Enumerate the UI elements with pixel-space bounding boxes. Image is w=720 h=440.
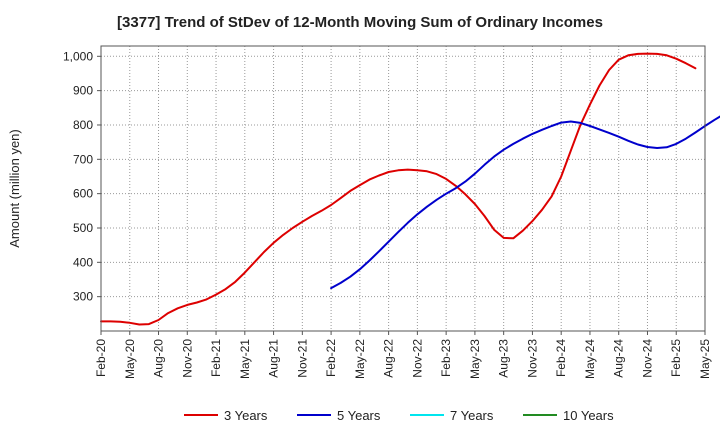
- x-tick-label: May-24: [583, 339, 597, 379]
- x-tick-label: May-25: [698, 339, 712, 379]
- grid-lines: [100, 46, 706, 331]
- y-axis-ticks: 300 400 500 600 700 800 900 1,000: [63, 49, 101, 304]
- x-tick-label: May-23: [468, 339, 482, 379]
- y-tick-label: 1,000: [63, 49, 93, 63]
- x-tick-label: Aug-22: [382, 339, 396, 378]
- x-tick-label: Nov-22: [410, 339, 424, 378]
- x-tick-label: Aug-21: [267, 339, 281, 378]
- plot-frame: [100, 45, 706, 332]
- x-tick-label: Aug-20: [152, 339, 166, 378]
- legend-label: 10 Years: [563, 408, 614, 423]
- x-tick-label: May-20: [123, 339, 137, 379]
- x-tick-label: Nov-20: [180, 339, 194, 378]
- x-tick-label: Feb-24: [554, 339, 568, 377]
- y-axis-label: Amount (million yen): [7, 129, 22, 248]
- x-tick-label: Feb-21: [209, 339, 223, 377]
- x-tick-label: Feb-23: [439, 339, 453, 377]
- x-tick-label: May-21: [238, 339, 252, 379]
- legend-label: 3 Years: [224, 408, 268, 423]
- legend: 3 Years 5 Years 7 Years 10 Years: [184, 408, 614, 423]
- x-tick-label: Feb-20: [94, 339, 108, 377]
- y-tick-label: 500: [73, 221, 93, 235]
- x-tick-label: Nov-23: [525, 339, 539, 378]
- x-tick-label: Feb-22: [324, 339, 338, 377]
- y-tick-label: 600: [73, 187, 93, 201]
- legend-label: 5 Years: [337, 408, 381, 423]
- x-tick-label: Aug-24: [612, 339, 626, 378]
- x-tick-label: Nov-24: [640, 339, 654, 378]
- y-tick-label: 900: [73, 84, 93, 98]
- chart-title: [3377] Trend of StDev of 12-Month Moving…: [117, 14, 603, 31]
- y-tick-label: 800: [73, 118, 93, 132]
- series-line-5-years: [330, 115, 720, 290]
- legend-label: 7 Years: [450, 408, 494, 423]
- y-tick-label: 300: [73, 290, 93, 304]
- series-line-3-years: [100, 52, 697, 326]
- x-axis-ticks: Feb-20 May-20 Aug-20 Nov-20 Feb-21 May-21 Aug-…: [94, 331, 712, 379]
- x-tick-label: Feb-25: [669, 339, 683, 377]
- x-tick-label: May-22: [353, 339, 367, 379]
- x-tick-label: Aug-23: [497, 339, 511, 378]
- y-tick-label: 700: [73, 152, 93, 166]
- y-tick-label: 400: [73, 255, 93, 269]
- series-lines: [100, 52, 720, 326]
- x-tick-label: Nov-21: [295, 339, 309, 378]
